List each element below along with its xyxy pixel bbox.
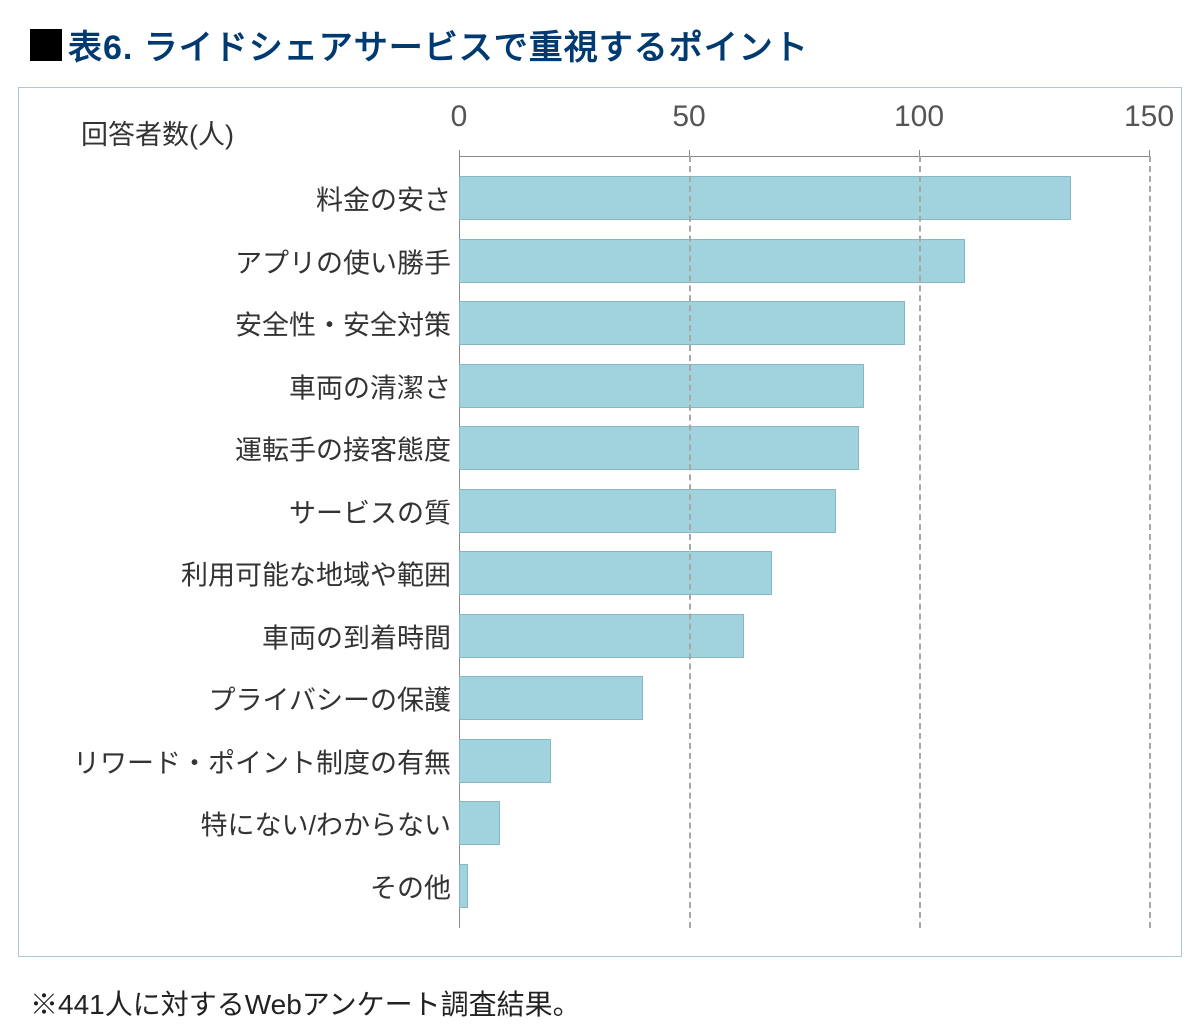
bar-row <box>459 364 1149 408</box>
x-tick-label: 0 <box>451 100 468 134</box>
category-label: アプリの使い勝手 <box>235 241 451 280</box>
bar-row <box>459 301 1149 345</box>
x-axis-line <box>459 156 1149 157</box>
bar <box>459 676 643 720</box>
gridline <box>919 156 921 928</box>
chart-title: 表6. ライドシェアサービスで重視するポイント <box>68 20 809 69</box>
bar <box>459 176 1071 220</box>
gridline <box>689 156 691 928</box>
bar <box>459 239 965 283</box>
bar <box>459 801 500 845</box>
category-label: 運転手の接客態度 <box>235 429 451 468</box>
x-tick-mark <box>459 150 460 159</box>
category-label: リワード・ポイント制度の有無 <box>73 741 451 780</box>
chart-footnote: ※441人に対するWebアンケート調査結果。 <box>0 957 1200 1031</box>
category-label: 料金の安さ <box>316 179 451 218</box>
bar <box>459 489 836 533</box>
category-label: その他 <box>370 866 451 905</box>
bar-row <box>459 489 1149 533</box>
bar-row <box>459 739 1149 783</box>
bar-row <box>459 614 1149 658</box>
bars-container <box>459 176 1149 928</box>
bar <box>459 739 551 783</box>
x-tick-label: 150 <box>1124 100 1174 134</box>
title-marker-icon <box>30 29 62 61</box>
bar-row <box>459 676 1149 720</box>
chart-frame: 回答者数(人) 0 50 100 150 料金の安さアプリの使い勝手安全性・安全対策車… <box>18 87 1182 957</box>
bar <box>459 364 864 408</box>
bar <box>459 426 859 470</box>
bar-row <box>459 176 1149 220</box>
plot-area: 050100150 <box>459 100 1149 928</box>
category-label: プライバシーの保護 <box>209 679 451 718</box>
y-axis-header: 回答者数(人) <box>81 113 234 152</box>
bar <box>459 551 772 595</box>
bar <box>459 864 468 908</box>
bar-row <box>459 426 1149 470</box>
category-label: 特にない/わからない <box>200 804 451 843</box>
bar-row <box>459 239 1149 283</box>
bar-row <box>459 551 1149 595</box>
bar-row <box>459 801 1149 845</box>
x-tick-label: 50 <box>672 100 705 134</box>
chart-title-row: 表6. ライドシェアサービスで重視するポイント <box>0 0 1200 87</box>
bar <box>459 614 744 658</box>
x-tick-label: 100 <box>894 100 944 134</box>
bar <box>459 301 905 345</box>
gridline <box>1149 156 1151 928</box>
category-label: 車両の到着時間 <box>262 616 451 655</box>
category-label: 車両の清潔さ <box>289 366 451 405</box>
category-label: サービスの質 <box>289 491 451 530</box>
category-label: 安全性・安全対策 <box>235 304 451 343</box>
bar-row <box>459 864 1149 908</box>
category-label: 利用可能な地域や範囲 <box>181 554 451 593</box>
